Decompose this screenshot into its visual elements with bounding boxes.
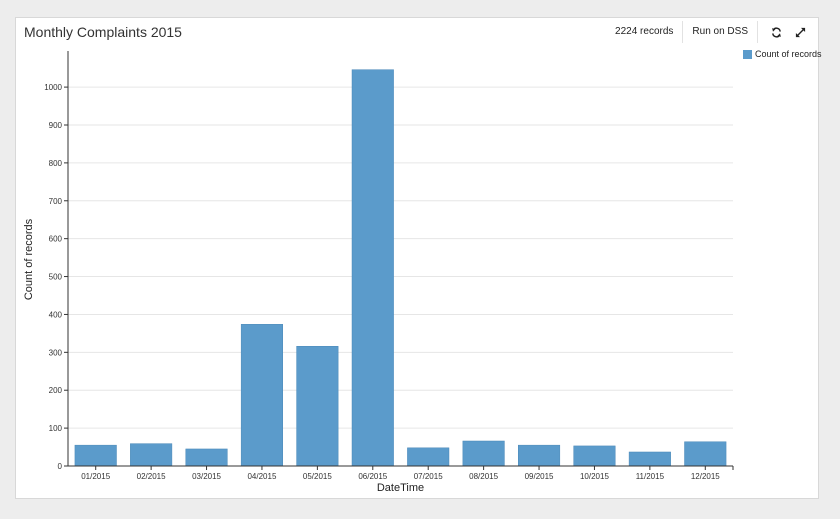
y-tick-label: 100 (49, 424, 63, 433)
toolbar-divider (757, 21, 758, 43)
gridlines (68, 86, 733, 429)
y-tick-label: 900 (49, 121, 63, 130)
bar-11-2015[interactable] (628, 451, 671, 467)
x-tick-label: 06/2015 (358, 472, 387, 481)
run-on-dss-button[interactable]: Run on DSS (692, 26, 748, 37)
chart-title: Monthly Complaints 2015 (24, 24, 182, 40)
x-tick-label: 02/2015 (137, 472, 166, 481)
y-axis-label: Count of records (23, 218, 35, 300)
y-tick-label: 600 (49, 235, 63, 244)
x-tick-label: 07/2015 (414, 472, 443, 481)
toolbar-divider (682, 21, 684, 43)
x-tick-label: 04/2015 (247, 472, 276, 481)
y-tick-label: 700 (49, 197, 63, 206)
chart-toolbar: 2224 records Run on DSS (606, 21, 818, 43)
x-tick-label: 11/2015 (636, 472, 665, 481)
y-tick-label: 500 (49, 273, 63, 282)
x-tick-label: 10/2015 (580, 472, 609, 481)
bar-08-2015[interactable] (462, 440, 505, 467)
bars (74, 69, 727, 467)
x-tick-label: 09/2015 (525, 472, 554, 481)
x-axis-label: DateTime (377, 482, 424, 494)
x-tick-label: 05/2015 (303, 472, 332, 481)
bar-06-2015[interactable] (351, 69, 394, 467)
bar-07-2015[interactable] (407, 447, 450, 467)
y-tick-label: 0 (58, 462, 63, 471)
y-tick-label: 400 (49, 310, 63, 319)
bar-05-2015[interactable] (296, 346, 339, 467)
y-tick-label: 300 (49, 348, 63, 357)
y-tick-label: 800 (49, 159, 63, 168)
x-tick-label: 03/2015 (192, 472, 221, 481)
bar-chart: 0 100 200 300 400 500 600 700 800 900 1000 01/2015 0… (23, 51, 734, 494)
bar-12-2015[interactable] (684, 441, 727, 467)
bar-09-2015[interactable] (518, 444, 561, 467)
x-tick-label: 12/2015 (691, 472, 720, 481)
y-tick-label: 1000 (44, 83, 62, 92)
bar-02-2015[interactable] (130, 443, 173, 467)
y-tick-label: 200 (49, 386, 63, 395)
x-tick-label: 08/2015 (469, 472, 498, 481)
record-count: 2224 records (615, 26, 674, 37)
axes: 0 100 200 300 400 500 600 700 800 900 1000 01/2015 0… (44, 51, 734, 481)
x-tick-label: 01/2015 (81, 472, 110, 481)
chart-legend: Count of records (743, 49, 822, 59)
chart-card: Monthly Complaints 2015 2224 records Run… (15, 17, 822, 499)
bar-10-2015[interactable] (573, 445, 616, 467)
legend-label: Count of records (755, 49, 822, 59)
bar-03-2015[interactable] (185, 448, 228, 467)
bar-01-2015[interactable] (74, 444, 117, 467)
bar-04-2015[interactable] (240, 324, 283, 467)
refresh-icon[interactable] (768, 24, 784, 40)
expand-icon[interactable] (792, 24, 808, 40)
legend-swatch (743, 49, 752, 59)
